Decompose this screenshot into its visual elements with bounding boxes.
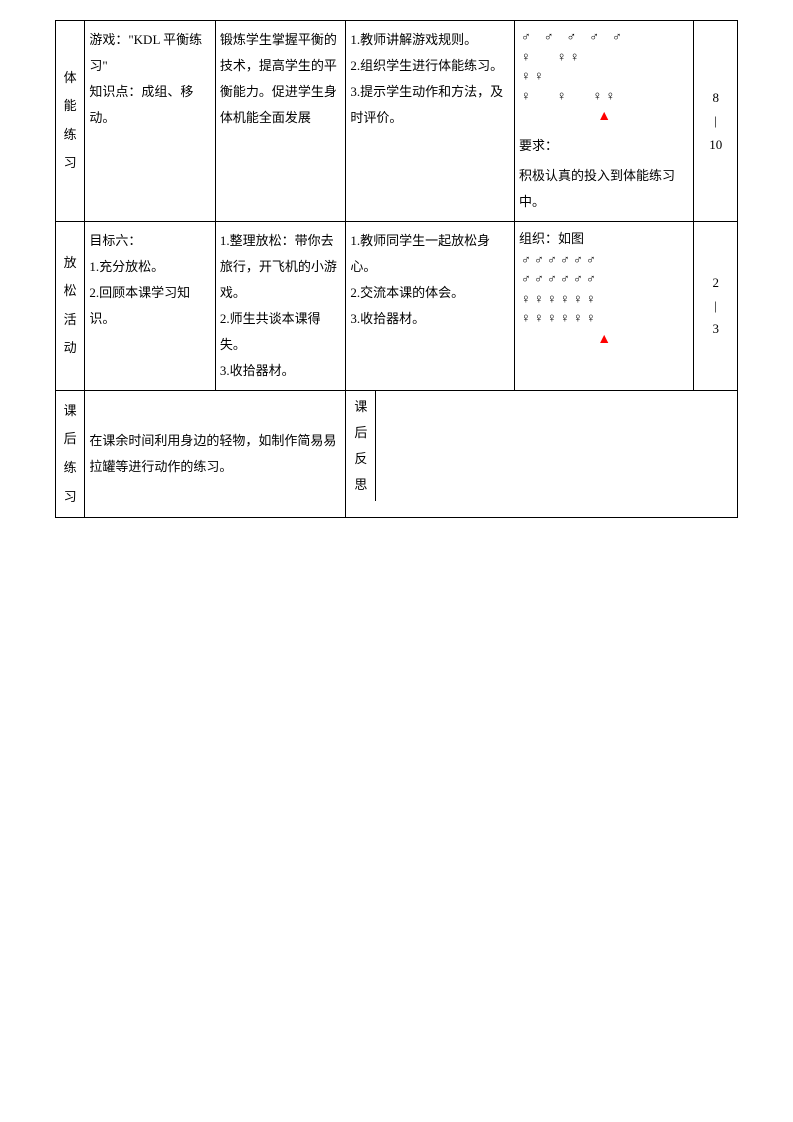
lesson-plan-table: 体 能 练 习 游戏："KDL 平衡练习" 知识点：成组、移动。 锻炼学生掌握平… xyxy=(55,20,738,518)
formation-line: ♂ ♂ ♂ ♂ ♂ ♂ xyxy=(519,269,689,289)
time-cell: 2 | 3 xyxy=(694,221,738,390)
triangle-icon: ▲ xyxy=(519,105,689,129)
reflection-content xyxy=(376,391,737,501)
cell-content: 1.教师讲解游戏规则。 2.组织学生进行体能练习。 3.提示学生动作和方法，及时… xyxy=(346,21,515,222)
cell-content: 在课余时间利用身边的轻物，如制作简易易拉罐等进行动作的练习。 xyxy=(85,390,346,517)
formation-cell: 组织：如图 ♂ ♂ ♂ ♂ ♂ ♂ ♂ ♂ ♂ ♂ ♂ ♂ ♀ ♀ ♀ ♀ ♀ … xyxy=(514,221,693,390)
time-cell: 8 | 10 xyxy=(694,21,738,222)
cell-content: 游戏："KDL 平衡练习" 知识点：成组、移动。 xyxy=(85,21,216,222)
cell-content: 1.教师同学生一起放松身心。 2.交流本课的体会。 3.收拾器材。 xyxy=(346,221,515,390)
row-label: 体 能 练 习 xyxy=(56,21,85,222)
reflection-wrap: 课后反思 xyxy=(346,390,738,517)
cell-content: 目标六： 1.充分放松。 2.回顾本课学习知识。 xyxy=(85,221,216,390)
requirement-label: 要求： xyxy=(519,133,689,159)
formation-line: ♀ ♀ ♀ ♀ xyxy=(519,86,689,106)
row-label: 课 后 练 习 xyxy=(56,390,85,517)
org-label: 组织：如图 xyxy=(519,228,689,250)
cell-content: 1.整理放松：带你去旅行，开飞机的小游戏。 2.师生共谈本课得失。 3.收拾器材… xyxy=(215,221,346,390)
formation-line: ♂ ♂ ♂ ♂ ♂ xyxy=(519,27,689,47)
cell-content: 锻炼学生掌握平衡的技术，提高学生的平衡能力。促进学生身体机能全面发展 xyxy=(215,21,346,222)
table-row: 课 后 练 习 在课余时间利用身边的轻物，如制作简易易拉罐等进行动作的练习。 课… xyxy=(56,390,738,517)
requirement-text: 积极认真的投入到体能练习中。 xyxy=(519,163,689,215)
row-label: 放 松 活 动 xyxy=(56,221,85,390)
formation-line: ♀ ♀ xyxy=(519,66,689,86)
formation-cell: ♂ ♂ ♂ ♂ ♂ ♀ ♀ ♀ ♀ ♀ ♀ ♀ ♀ ♀ ▲ 要求： 积极认真的投… xyxy=(514,21,693,222)
reflection-label: 课后反思 xyxy=(346,391,376,501)
formation-line: ♀ ♀ ♀ ♀ ♀ ♀ xyxy=(519,289,689,309)
formation-line: ♀ ♀ ♀ ♀ ♀ ♀ xyxy=(519,308,689,328)
formation-line: ♀ ♀ ♀ xyxy=(519,47,689,67)
triangle-icon: ▲ xyxy=(519,328,689,352)
table-row: 放 松 活 动 目标六： 1.充分放松。 2.回顾本课学习知识。 1.整理放松：… xyxy=(56,221,738,390)
formation-line: ♂ ♂ ♂ ♂ ♂ ♂ xyxy=(519,250,689,270)
table-row: 体 能 练 习 游戏："KDL 平衡练习" 知识点：成组、移动。 锻炼学生掌握平… xyxy=(56,21,738,222)
